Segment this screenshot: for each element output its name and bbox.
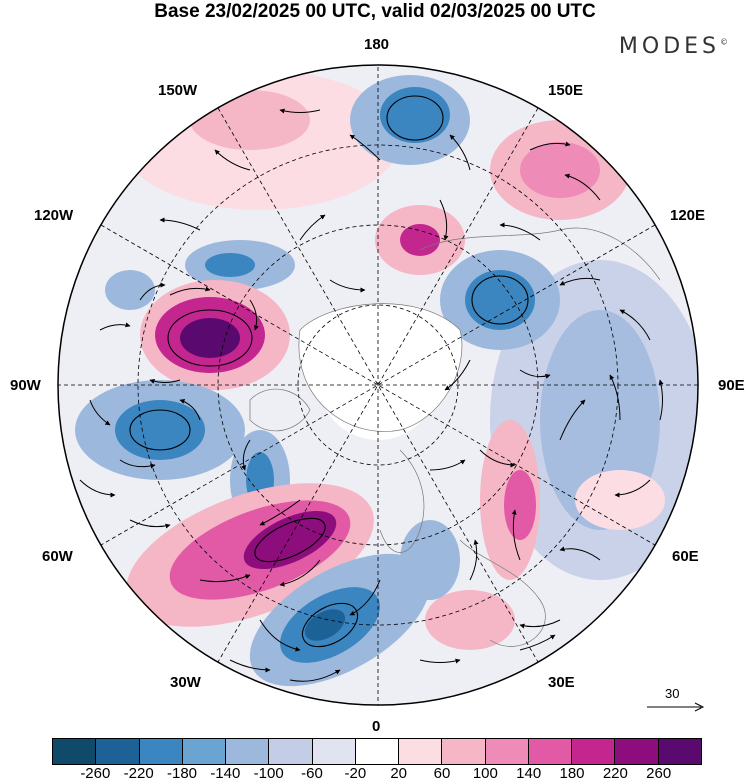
polar-map	[57, 64, 699, 706]
legend-tick-label: -220	[123, 765, 154, 782]
legend-swatch	[398, 738, 443, 765]
legend-swatch	[527, 738, 573, 765]
anomaly-field	[58, 65, 698, 705]
legend-tick-label: 180	[559, 765, 585, 782]
legend-tick-label: 20	[390, 765, 407, 782]
legend-swatch	[311, 738, 356, 765]
legend-tick-label: -20	[344, 765, 367, 782]
legend-swatch	[484, 738, 529, 765]
legend-swatch	[571, 738, 616, 765]
legend-ticks: -260 -220 -180 -140 -100 -60 -20 20 60 100 140 180 2…	[52, 765, 702, 783]
label-60e: 60E	[672, 548, 699, 565]
legend-swatch	[181, 738, 227, 765]
legend-tick-label: 220	[602, 765, 628, 782]
modes-logo: MODES©	[619, 34, 728, 59]
brand-text: MODES	[618, 34, 720, 59]
label-120e: 120E	[670, 207, 706, 224]
legend-tick-label: -140	[210, 765, 241, 782]
legend-tick-label: -60	[301, 765, 323, 782]
label-30e: 30E	[548, 674, 575, 691]
map-boundary	[57, 64, 699, 706]
legend-swatch	[95, 738, 140, 765]
label-180: 180	[364, 36, 390, 53]
legend-swatch	[225, 738, 270, 765]
legend-tick-label: -260	[80, 765, 111, 782]
label-120w: 120W	[34, 207, 74, 224]
label-90e: 90E	[718, 377, 745, 394]
legend-swatch	[614, 738, 659, 765]
reference-vector: 30	[645, 686, 705, 716]
legend-swatch	[268, 738, 313, 765]
copyright-mark: ©	[720, 37, 728, 47]
label-150w: 150W	[158, 82, 198, 99]
reference-arrow-icon	[647, 702, 705, 712]
color-legend	[52, 738, 702, 765]
reference-vector-label: 30	[665, 686, 680, 701]
legend-swatch	[52, 738, 97, 765]
label-30w: 30W	[170, 674, 201, 691]
legend-swatch	[138, 738, 183, 765]
legend-tick-label: 100	[472, 765, 498, 782]
label-0: 0	[372, 718, 381, 735]
legend-swatch	[354, 738, 400, 765]
label-90w: 90W	[10, 377, 41, 394]
legend-swatch	[441, 738, 486, 765]
legend-swatch	[657, 738, 702, 765]
legend-tick-label: 260	[646, 765, 672, 782]
legend-tick-label: -100	[253, 765, 284, 782]
legend-tick-label: 140	[516, 765, 542, 782]
label-150e: 150E	[548, 82, 584, 99]
legend-tick-label: 60	[433, 765, 451, 782]
legend-tick-label: -180	[166, 765, 198, 782]
label-60w: 60W	[42, 548, 73, 565]
chart-title: Base 23/02/2025 00 UTC, valid 02/03/2025…	[154, 1, 596, 22]
